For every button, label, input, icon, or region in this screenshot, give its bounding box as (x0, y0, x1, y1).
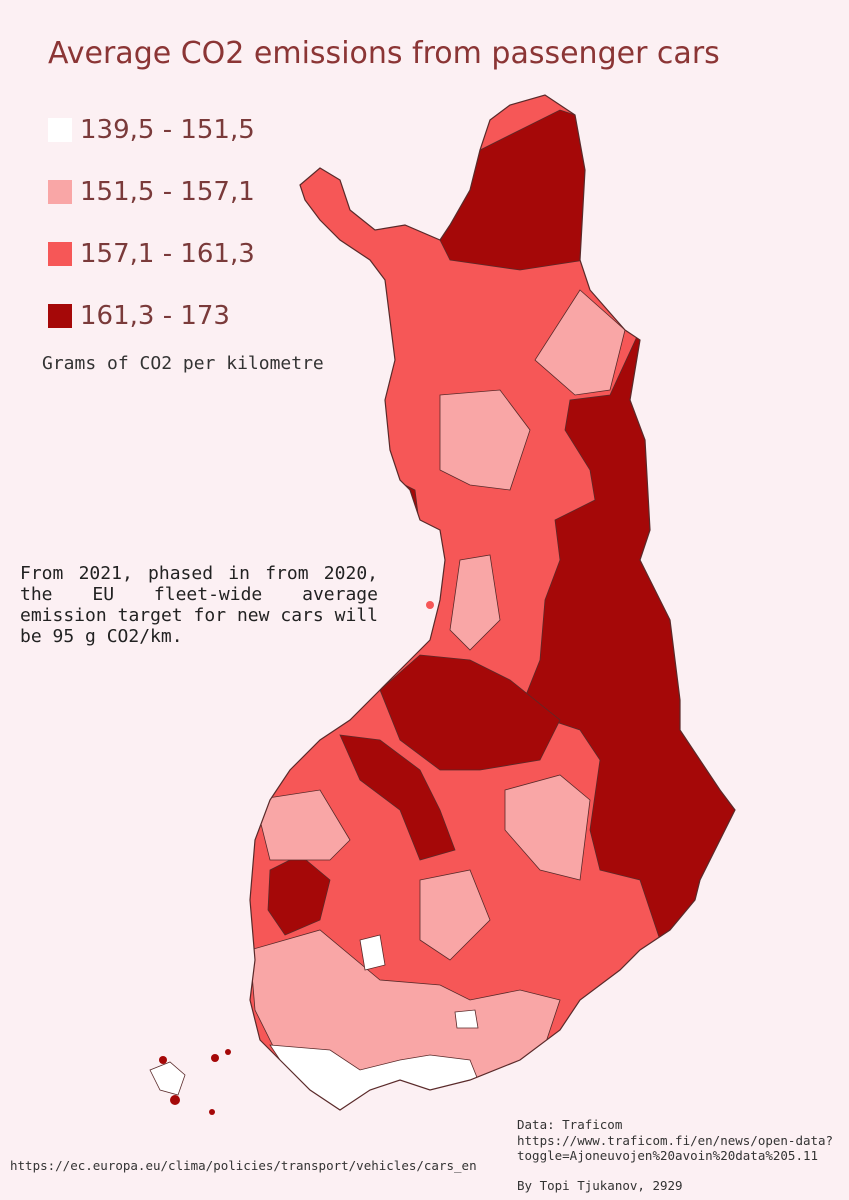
legend-label: 151,5 - 157,1 (80, 177, 255, 207)
eu-link[interactable]: https://ec.europa.eu/clima/policies/tran… (10, 1158, 477, 1173)
legend-item: 157,1 - 161,3 (48, 222, 255, 286)
legend: 139,5 - 151,5 151,5 - 157,1 157,1 - 161,… (48, 100, 255, 348)
legend-swatch (48, 304, 72, 328)
legend-swatch (48, 180, 72, 204)
region-light (504, 774, 591, 881)
annotation-note: From 2021, phased in from 2020, the EU f… (20, 563, 378, 647)
legend-swatch (48, 242, 72, 266)
legend-item: 161,3 - 173 (48, 284, 255, 348)
legend-unit: Grams of CO2 per kilometre (42, 353, 324, 374)
map-title: Average CO2 emissions from passenger car… (48, 36, 720, 71)
legend-item: 151,5 - 157,1 (48, 160, 255, 224)
legend-swatch (48, 118, 72, 142)
region-light (439, 389, 531, 491)
data-source: Data: Traficom https://www.traficom.fi/e… (517, 1117, 834, 1163)
region-light (534, 289, 626, 396)
legend-label: 157,1 - 161,3 (80, 239, 255, 269)
region-white (359, 934, 386, 971)
legend-item: 139,5 - 151,5 (48, 98, 255, 162)
region-light (254, 789, 351, 861)
region-central-dark (339, 734, 456, 861)
region-white (454, 1009, 479, 1029)
region-north-dark (439, 109, 591, 271)
region-light (449, 554, 501, 651)
aland-islands (149, 601, 434, 1115)
region-central-dark (379, 654, 561, 771)
author-credit: By Topi Tjukanov, 2929 (517, 1178, 683, 1193)
legend-label: 161,3 - 173 (80, 301, 230, 331)
legend-label: 139,5 - 151,5 (80, 115, 255, 145)
region-light (419, 869, 491, 961)
